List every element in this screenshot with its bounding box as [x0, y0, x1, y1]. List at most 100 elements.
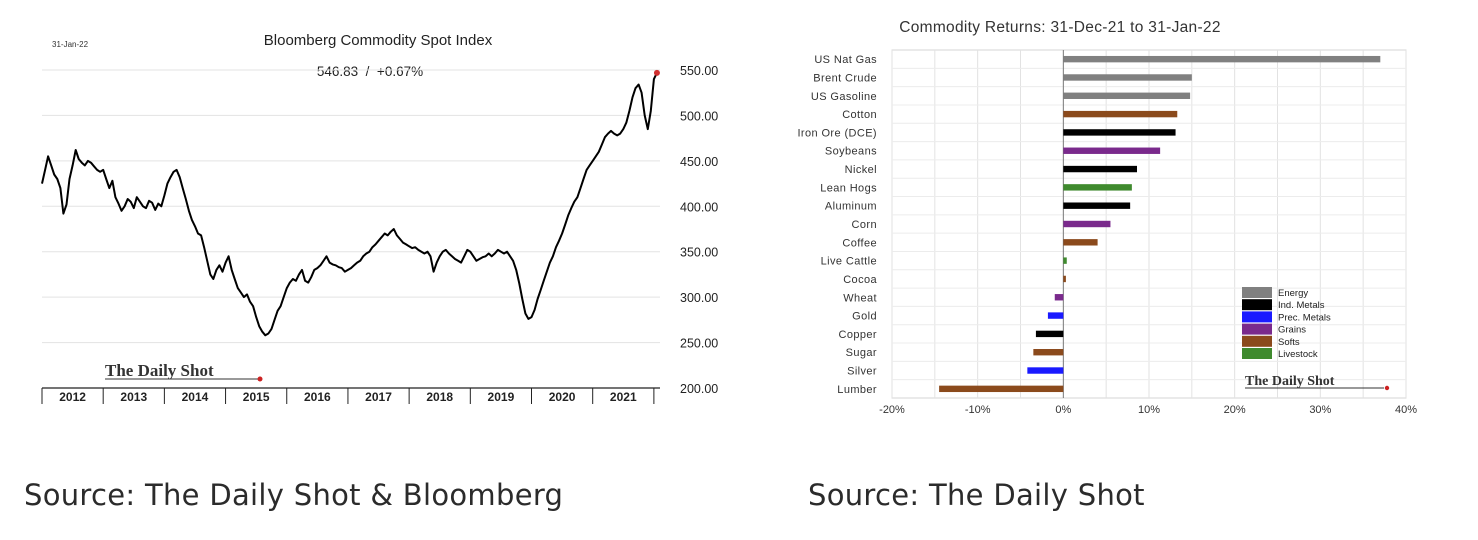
- last-point-marker: [653, 69, 660, 76]
- bar: [1027, 367, 1064, 374]
- chart-date-label: 31-Jan-22: [52, 40, 89, 49]
- last-value-label: 546.83 / +0.67%: [317, 64, 423, 79]
- category-label: Copper: [839, 329, 877, 341]
- x-tick-label: 2013: [120, 390, 147, 404]
- source-note-right: Source: The Daily Shot: [808, 478, 1145, 512]
- legend-swatch: [1242, 335, 1272, 347]
- legend-swatch: [1242, 348, 1272, 359]
- daily-shot-watermark-right: The Daily Shot: [1245, 374, 1390, 391]
- watermark-text-right: The Daily Shot: [1245, 374, 1335, 389]
- bar: [1063, 55, 1381, 63]
- bar: [1047, 312, 1064, 319]
- series-line: [41, 72, 658, 337]
- x-tick-label: 0%: [1055, 404, 1071, 416]
- y-tick-label: 200.00: [680, 382, 718, 396]
- bar-chart-title: Commodity Returns: 31-Dec-21 to 31-Jan-2…: [899, 19, 1221, 36]
- y-tick-label: 550.00: [680, 64, 718, 78]
- series-group: [41, 69, 660, 337]
- category-label: Gold: [852, 311, 877, 323]
- legend-swatch: [1242, 311, 1272, 323]
- x-tick-label: 2019: [488, 390, 515, 404]
- category-label: Live Cattle: [821, 256, 877, 268]
- bars-group: [939, 55, 1381, 393]
- y-tick-label: 300.00: [680, 291, 718, 305]
- x-tick-label: 30%: [1309, 404, 1331, 416]
- legend-label: Ind. Metals: [1278, 300, 1325, 311]
- x-tick-label: 20%: [1224, 404, 1246, 416]
- legend-label: Livestock: [1278, 349, 1318, 360]
- x-tick-label: 2018: [426, 390, 453, 404]
- category-label: Cocoa: [843, 274, 877, 286]
- line-grid: [42, 69, 660, 344]
- bar: [1063, 184, 1132, 191]
- category-label: US Nat Gas: [814, 54, 877, 66]
- bar: [1063, 257, 1067, 264]
- bar: [1063, 165, 1138, 173]
- x-axis: -20% -10% 0% 10% 20% 30% 40%: [879, 404, 1417, 416]
- y-tick-label: 250.00: [680, 337, 718, 351]
- legend-swatch: [1242, 323, 1272, 335]
- x-tick-label: 2012: [59, 390, 86, 404]
- source-note-left: Source: The Daily Shot & Bloomberg: [24, 478, 564, 512]
- bar: [1063, 239, 1098, 246]
- category-label: Wheat: [843, 292, 877, 304]
- watermark-dot-right: [1384, 385, 1390, 391]
- x-tick-label: 2020: [549, 390, 576, 404]
- watermark-text: The Daily Shot: [105, 361, 214, 380]
- legend-label: Grains: [1278, 325, 1306, 336]
- bar: [939, 385, 1064, 393]
- x-tick-label: 40%: [1395, 404, 1417, 416]
- bar: [1063, 275, 1066, 283]
- category-label: Coffee: [842, 237, 877, 249]
- category-label: Lean Hogs: [820, 182, 877, 194]
- x-tick-label: 2015: [243, 390, 270, 404]
- category-axis: US Nat Gas Brent Crude US Gasoline Cotton Ir…: [797, 54, 877, 396]
- category-label: Cotton: [842, 109, 877, 121]
- bar: [1063, 147, 1161, 154]
- bar: [1063, 202, 1131, 209]
- y-axis: 550.00 500.00 450.00 400.00 350.00 300.00 250.…: [680, 64, 718, 396]
- x-tick-label: -10%: [965, 404, 991, 416]
- line-chart-svg: 31-Jan-22 Bloomberg Commodity Spot Index…: [41, 32, 718, 404]
- bar: [1035, 330, 1064, 338]
- category-label: Brent Crude: [813, 72, 877, 84]
- x-tick-label: 2017: [365, 390, 392, 404]
- x-tick-label: 2016: [304, 390, 331, 404]
- bar: [1054, 294, 1064, 301]
- y-tick-label: 350.00: [680, 246, 718, 260]
- x-tick-label: -20%: [879, 404, 905, 416]
- bcom-spot-index-chart: 31-Jan-22 Bloomberg Commodity Spot Index…: [0, 0, 760, 430]
- y-tick-label: 400.00: [680, 200, 718, 214]
- bar-grid: [891, 49, 1407, 399]
- category-label: Silver: [847, 366, 877, 378]
- y-tick-label: 500.00: [680, 109, 718, 123]
- bar: [1063, 220, 1111, 228]
- bar: [1063, 92, 1191, 99]
- legend-label: Softs: [1278, 337, 1300, 348]
- x-tick-label: 10%: [1138, 404, 1160, 416]
- bar-chart-svg: Commodity Returns: 31-Dec-21 to 31-Jan-2…: [797, 19, 1417, 416]
- x-tick-label: 2021: [610, 390, 637, 404]
- bar: [1033, 349, 1064, 356]
- legend-label: Prec. Metals: [1278, 312, 1331, 323]
- legend-swatch: [1242, 299, 1272, 311]
- x-tick-label: 2014: [182, 390, 209, 404]
- legend-label: Energy: [1278, 288, 1308, 299]
- legend-swatch: [1242, 287, 1272, 298]
- category-label: Iron Ore (DCE): [797, 127, 877, 139]
- line-chart-title: Bloomberg Commodity Spot Index: [264, 32, 493, 49]
- category-label: Lumber: [837, 384, 877, 396]
- x-axis: 2012 2013 2014 2015 2016 2017 2018 2019 2020 2021: [41, 387, 660, 404]
- category-label: Soybeans: [825, 146, 877, 158]
- bar: [1063, 110, 1178, 118]
- bar: [1063, 74, 1192, 81]
- watermark-dot: [257, 376, 263, 382]
- bar: [1063, 129, 1176, 136]
- daily-shot-watermark: The Daily Shot: [105, 361, 263, 382]
- category-label: Sugar: [846, 347, 877, 359]
- commodity-returns-chart: Commodity Returns: 31-Dec-21 to 31-Jan-2…: [770, 0, 1478, 430]
- y-tick-label: 450.00: [680, 155, 718, 169]
- category-label: Corn: [852, 219, 877, 231]
- category-label: Aluminum: [825, 201, 877, 213]
